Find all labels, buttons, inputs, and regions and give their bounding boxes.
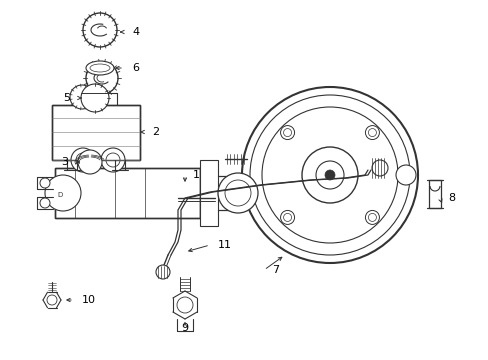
Circle shape: [156, 265, 170, 279]
Text: 9: 9: [181, 323, 188, 333]
Circle shape: [218, 173, 258, 213]
Circle shape: [81, 84, 109, 112]
Circle shape: [365, 211, 379, 224]
Bar: [55, 168, 200, 218]
Text: 3: 3: [61, 157, 68, 167]
Circle shape: [70, 85, 94, 109]
Circle shape: [45, 175, 81, 211]
Text: 8: 8: [447, 193, 454, 203]
Circle shape: [83, 13, 117, 47]
Circle shape: [371, 160, 387, 176]
Circle shape: [86, 62, 118, 94]
Circle shape: [40, 198, 50, 208]
Text: 2: 2: [152, 127, 159, 137]
Bar: [55, 168, 200, 218]
Bar: [428, 180, 440, 208]
Text: 5: 5: [63, 93, 70, 103]
Text: 7: 7: [271, 265, 279, 275]
Text: D: D: [57, 192, 62, 198]
Circle shape: [395, 165, 415, 185]
Text: 4: 4: [132, 27, 139, 37]
Ellipse shape: [86, 61, 114, 75]
Circle shape: [325, 170, 334, 180]
Bar: [200, 160, 218, 226]
Bar: [52, 105, 140, 160]
Text: 10: 10: [82, 295, 96, 305]
Circle shape: [40, 178, 50, 188]
Circle shape: [365, 126, 379, 140]
Circle shape: [280, 211, 294, 224]
Circle shape: [71, 148, 95, 172]
Circle shape: [280, 126, 294, 140]
Circle shape: [101, 148, 125, 172]
Circle shape: [78, 150, 102, 174]
Bar: [52, 105, 140, 160]
Text: 6: 6: [132, 63, 139, 73]
Text: 11: 11: [218, 240, 231, 250]
Text: 1: 1: [193, 170, 200, 180]
